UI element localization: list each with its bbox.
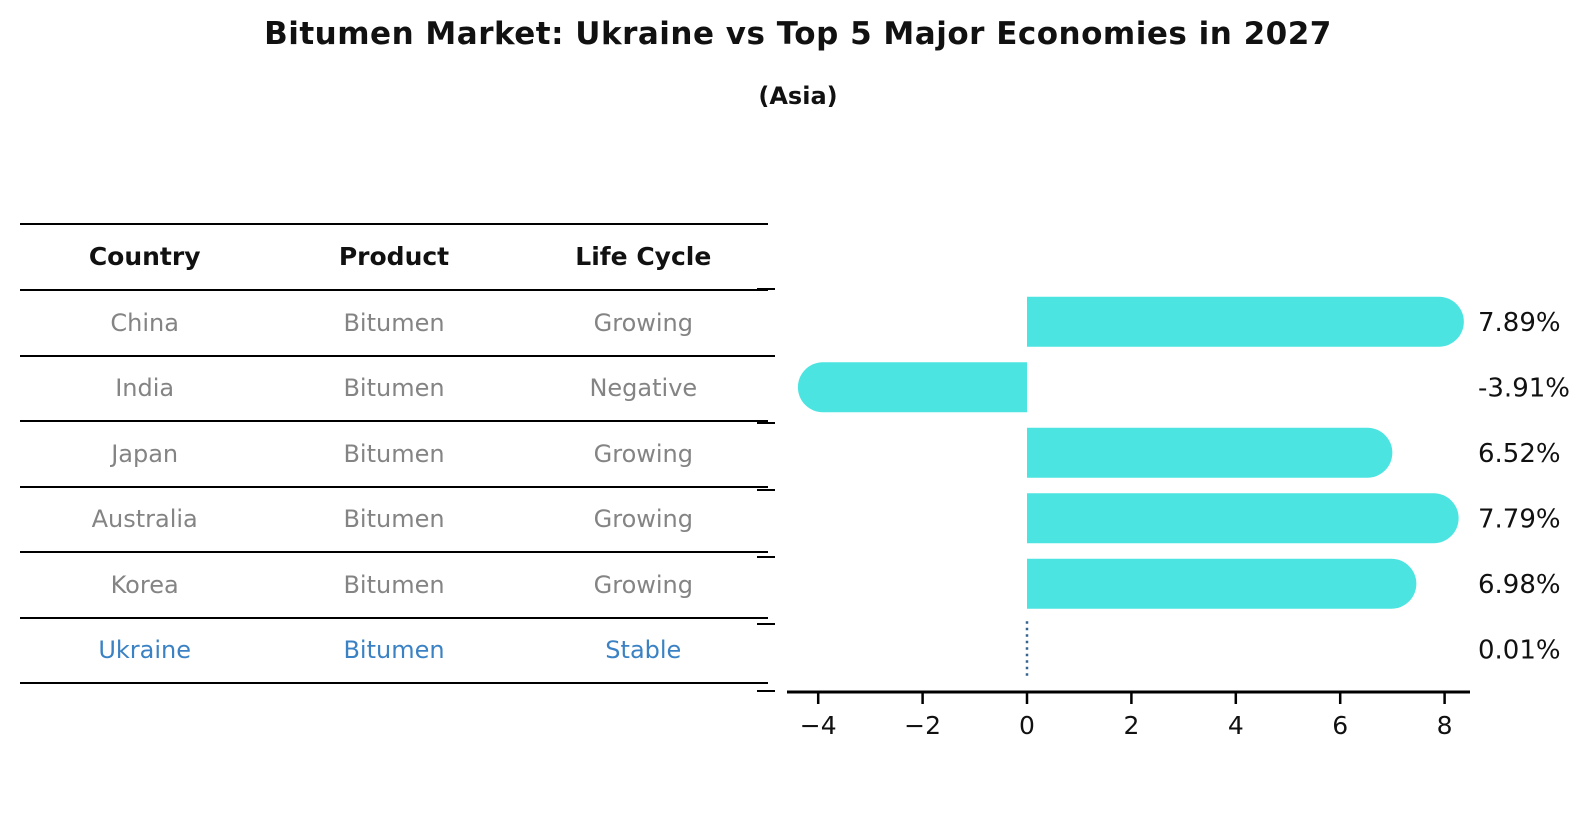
cell-country: Ukraine: [98, 636, 191, 665]
table-row-japan: Japan Bitumen Growing: [20, 422, 768, 488]
cell-product: Bitumen: [343, 439, 445, 468]
bar-value-label: 7.89%: [1478, 308, 1561, 338]
table-row-india: India Bitumen Negative: [20, 357, 768, 422]
bar-china: [1027, 296, 1464, 347]
bar-japan: [1027, 427, 1393, 478]
x-tick-label: −4: [800, 711, 837, 740]
table-row-australia: Australia Bitumen Growing: [20, 488, 768, 553]
chart-title: Bitumen Market: Ukraine vs Top 5 Major E…: [264, 16, 1332, 52]
column-header-country: Country: [88, 242, 201, 272]
x-tick-label: 6: [1332, 711, 1348, 740]
cell-country: India: [115, 374, 175, 403]
cell-life-cycle: Growing: [593, 308, 693, 337]
cell-life-cycle: Growing: [593, 505, 693, 534]
cell-life-cycle: Stable: [605, 636, 682, 665]
x-tick-label: 8: [1437, 711, 1453, 740]
column-header-product: Product: [338, 242, 450, 272]
cell-country: Korea: [110, 570, 179, 599]
bar-australia: [1027, 493, 1459, 544]
cell-country: China: [110, 308, 179, 337]
table-row-ukraine: Ukraine Bitumen Stable: [20, 619, 768, 684]
cell-product: Bitumen: [343, 505, 445, 534]
cell-life-cycle: Growing: [593, 439, 693, 468]
x-tick-label: 4: [1228, 711, 1244, 740]
bar-value-label: 6.52%: [1478, 439, 1561, 469]
cell-product: Bitumen: [343, 636, 445, 665]
x-tick-label: 0: [1019, 711, 1035, 740]
bar-korea: [1027, 558, 1417, 609]
bar-value-label: 0.01%: [1478, 635, 1561, 665]
table-row-korea: Korea Bitumen Growing: [20, 553, 768, 619]
table-row-china: China Bitumen Growing: [20, 291, 768, 357]
cell-product: Bitumen: [343, 308, 445, 337]
cell-life-cycle: Growing: [593, 570, 693, 599]
cell-life-cycle: Negative: [589, 374, 698, 403]
table-header-row: Country Product Life Cycle: [20, 225, 768, 291]
bar-value-label: -3.91%: [1478, 373, 1570, 403]
x-tick-label: 2: [1123, 711, 1139, 740]
table-body: China Bitumen Growing India Bitumen Negative J…: [20, 291, 768, 684]
bar-value-label: 7.79%: [1478, 504, 1561, 534]
bar-value-label: 6.98%: [1478, 570, 1561, 600]
cell-country: Australia: [91, 505, 198, 534]
cell-product: Bitumen: [343, 570, 445, 599]
cell-country: Japan: [111, 439, 179, 468]
country-table: Country Product Life Cycle China Bitumen G…: [20, 223, 768, 684]
x-tick-label: −2: [904, 711, 941, 740]
chart-subtitle: (Asia): [758, 82, 838, 110]
bar-india: [797, 362, 1027, 413]
column-header-life-cycle: Life Cycle: [575, 242, 712, 272]
cell-product: Bitumen: [343, 374, 445, 403]
